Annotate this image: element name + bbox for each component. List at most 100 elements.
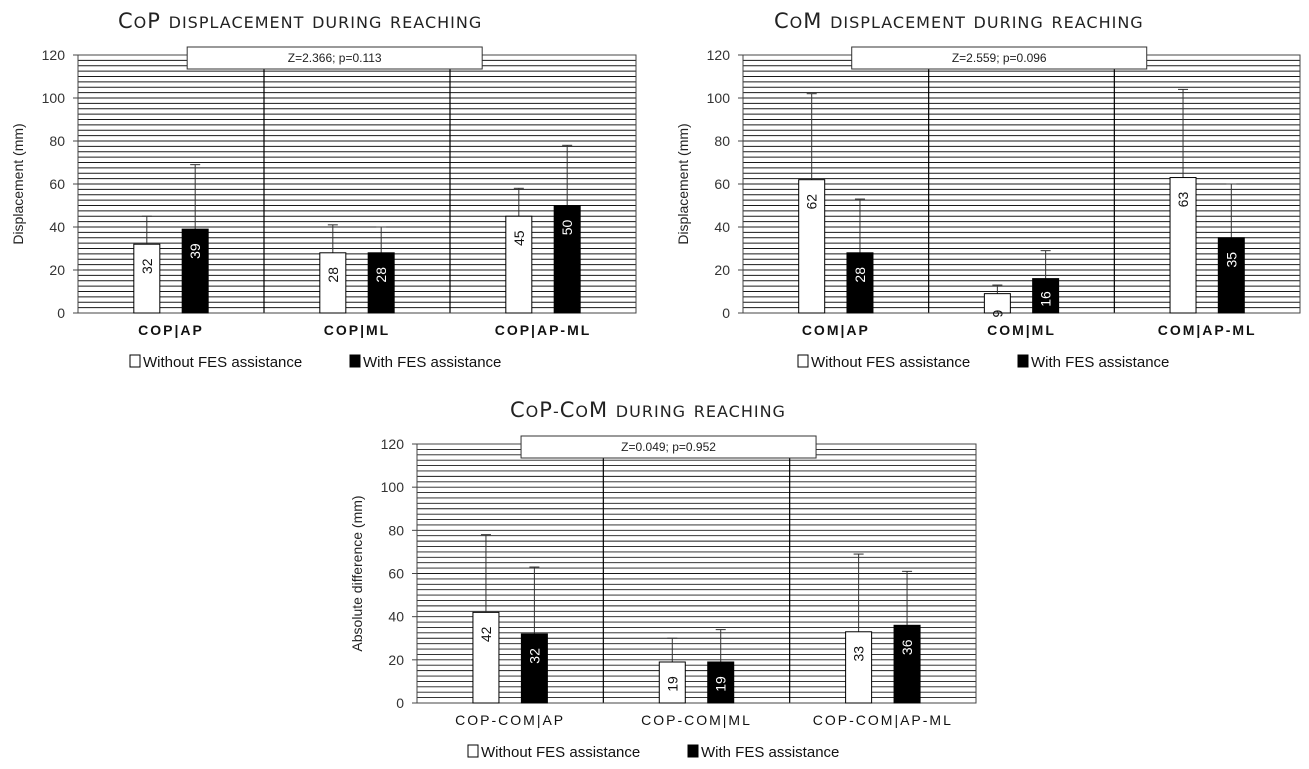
y-tick-label: 20 <box>714 262 730 278</box>
data-label: 28 <box>373 267 389 283</box>
data-label: 16 <box>1038 291 1054 307</box>
legend-swatch-without <box>467 744 479 758</box>
y-tick-label: 0 <box>722 305 730 321</box>
annotation-box <box>851 46 1148 70</box>
data-label: 50 <box>559 220 575 236</box>
y-tick-label: 80 <box>714 133 730 149</box>
annotation-text: Z=2.366; p=0.113 <box>288 51 382 65</box>
data-label: 19 <box>664 676 680 692</box>
chart-svg: 0 20 40 60 80 100 120 Displacement (mm) 62 28 COM|… <box>675 46 1301 371</box>
y-axis-title: Absolute difference (mm) <box>349 495 365 651</box>
annotation-text: Z=0.049; p=0.952 <box>621 440 716 454</box>
legend-label-with: With FES assistance <box>1031 354 1169 371</box>
chart-title-text: COM DISPLACEMENT DURING REACHING <box>774 9 1144 33</box>
chart-com-displacement: COM DISPLACEMENT DURING REACHING 0 20 40 60… <box>654 0 1309 384</box>
grid-lines <box>417 443 976 704</box>
legend-swatch-with <box>687 744 699 758</box>
y-tick-label: 100 <box>381 479 405 495</box>
y-tick-label: 20 <box>49 262 65 278</box>
data-label: 28 <box>852 267 868 283</box>
bar <box>367 252 395 314</box>
y-tick-label: 60 <box>714 176 730 192</box>
bar <box>707 661 735 704</box>
data-label: 45 <box>511 230 527 246</box>
y-tick-label: 80 <box>49 133 65 149</box>
x-tick-label: COP-COM|ML <box>641 712 752 728</box>
annotation-box <box>186 46 483 70</box>
bar <box>133 243 161 314</box>
legend-label-without: Without FES assistance <box>481 744 640 761</box>
y-axis-title: Displacement (mm) <box>675 123 691 244</box>
grid-lines <box>78 54 636 314</box>
legend-label-without: Without FES assistance <box>811 354 970 371</box>
x-tick-label: COP|AP-ML <box>495 322 592 338</box>
data-label: 19 <box>713 676 729 692</box>
data-label: 32 <box>139 258 155 274</box>
bar <box>846 252 874 314</box>
bar <box>319 252 347 314</box>
bar <box>893 624 921 704</box>
x-tick-label: COP|AP <box>138 322 204 338</box>
y-tick-label: 60 <box>388 566 404 582</box>
chart-title-text: COP DISPLACEMENT DURING REACHING <box>118 9 483 33</box>
bar <box>505 215 533 314</box>
bar <box>845 631 873 704</box>
bar <box>520 633 548 704</box>
y-tick-label: 100 <box>42 90 66 106</box>
legend-swatch-with <box>349 354 361 368</box>
y-tick-label: 40 <box>714 219 730 235</box>
chart-title: COP DISPLACEMENT DURING REACHING <box>28 9 718 33</box>
y-tick-label: 100 <box>707 90 731 106</box>
bar <box>1169 177 1197 314</box>
bar <box>798 179 826 314</box>
x-tick-label: COM|AP <box>802 322 870 338</box>
data-label: 63 <box>1175 192 1191 208</box>
data-label: 39 <box>187 243 203 259</box>
data-label: 62 <box>804 194 820 210</box>
x-tick-label: COM|ML <box>987 322 1056 338</box>
legend-swatch-with <box>1017 354 1029 368</box>
y-tick-label: 80 <box>388 522 404 538</box>
y-tick-label: 60 <box>49 176 65 192</box>
y-tick-label: 0 <box>396 695 404 711</box>
legend-label-without: Without FES assistance <box>143 354 302 371</box>
bar <box>472 611 500 704</box>
y-tick-label: 20 <box>388 652 404 668</box>
legend-swatch-without <box>129 354 141 368</box>
y-tick-label: 120 <box>381 436 405 452</box>
grid-lines <box>743 54 1300 314</box>
legend-label-with: With FES assistance <box>701 744 839 761</box>
bar <box>1217 237 1245 314</box>
x-tick-label: COP-COM|AP <box>455 712 565 728</box>
data-label: 35 <box>1223 252 1239 268</box>
data-label: 28 <box>325 267 341 283</box>
bar <box>983 293 1011 314</box>
data-label: 32 <box>526 648 542 664</box>
y-axis-title: Displacement (mm) <box>10 123 26 244</box>
chart-title: COP-COM DURING REACHING <box>340 398 1150 422</box>
legend-swatch-without <box>797 354 809 368</box>
bar <box>658 661 686 704</box>
x-tick-label: COM|AP-ML <box>1158 322 1257 338</box>
chart-title: COM DISPLACEMENT DURING REACHING <box>654 9 1309 33</box>
chart-cop-displacement: COP DISPLACEMENT DURING REACHING 0 20 40 60… <box>0 0 654 384</box>
chart-title-text: COP-COM DURING REACHING <box>510 398 786 422</box>
data-label: 42 <box>478 626 494 642</box>
y-tick-label: 120 <box>42 47 66 63</box>
data-label: 33 <box>851 646 867 662</box>
x-tick-label: COP-COM|AP-ML <box>813 712 953 728</box>
y-tick-label: 120 <box>707 47 731 63</box>
bar <box>181 228 209 314</box>
data-label: 9 <box>989 310 1005 318</box>
chart-svg: 0 20 40 60 80 100 120 Displacement (mm) 32 39 COP|… <box>10 46 637 371</box>
chart-svg: 0 20 40 60 80 100 120 Absolute difference (mm) 4… <box>349 435 977 761</box>
annotation-box <box>520 435 817 459</box>
bar <box>1032 278 1060 314</box>
annotation-text: Z=2.559; p=0.096 <box>952 51 1047 65</box>
legend-label-with: With FES assistance <box>363 354 501 371</box>
x-tick-label: COP|ML <box>324 322 390 338</box>
data-label: 36 <box>899 639 915 655</box>
bar <box>553 205 581 314</box>
y-tick-label: 40 <box>49 219 65 235</box>
chart-cop-com-difference: COP-COM DURING REACHING 0 20 40 60 80 100 120 A… <box>340 384 980 769</box>
